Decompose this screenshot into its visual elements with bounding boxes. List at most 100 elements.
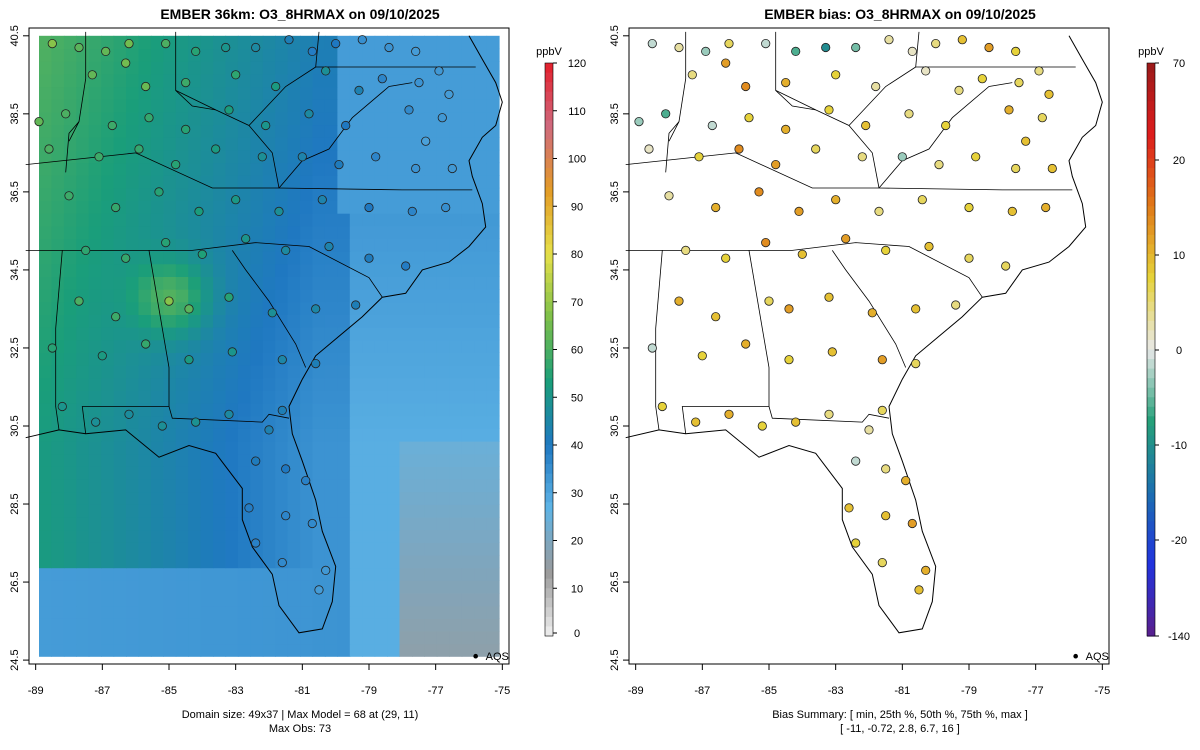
model-grid-cell: [262, 643, 276, 657]
model-grid-cell: [349, 99, 363, 113]
model-colorbar-segment: [545, 63, 553, 74]
model-grid-cell: [163, 529, 177, 543]
model-station-marker: [97, 351, 107, 361]
model-grid-cell: [461, 504, 475, 518]
model-grid-cell: [113, 618, 127, 632]
model-grid-cell: [337, 175, 351, 189]
model-grid-cell: [461, 99, 475, 113]
model-grid-cell: [88, 542, 102, 556]
model-grid-cell: [150, 149, 164, 164]
model-grid-cell: [150, 466, 164, 480]
model-grid-cell: [200, 403, 214, 417]
model-grid-cell: [225, 162, 239, 176]
model-grid-cell: [312, 314, 326, 328]
model-grid-cell: [486, 453, 500, 467]
model-grid-cell: [312, 466, 326, 480]
model-grid-cell: [362, 327, 376, 341]
model-grid-cell: [337, 466, 351, 480]
model-grid-cell: [324, 314, 338, 328]
model-grid-cell: [362, 314, 376, 328]
model-grid-cell: [300, 276, 314, 290]
model-grid-cell: [175, 213, 189, 227]
model-grid-cell: [250, 111, 264, 126]
model-grid-cell: [63, 225, 77, 239]
model-station-marker: [121, 58, 131, 68]
model-grid-cell: [300, 289, 314, 303]
model-grid-cell: [424, 428, 438, 442]
model-state-border: [315, 31, 476, 68]
model-grid-cell: [287, 263, 301, 277]
model-grid-cell: [474, 453, 488, 467]
model-grid-cell: [63, 200, 77, 214]
model-grid-cell: [113, 124, 127, 138]
model-grid-cell: [436, 643, 450, 657]
model-grid-cell: [262, 403, 276, 417]
model-grid-cell: [362, 441, 376, 455]
model-grid-cell: [337, 314, 351, 328]
model-grid-cell: [101, 200, 115, 214]
model-station-marker: [251, 42, 261, 53]
model-grid-cell: [324, 301, 338, 315]
model-grid-cell: [412, 542, 425, 556]
model-station-marker: [311, 358, 321, 369]
model-grid-cell: [399, 478, 413, 493]
model-colorbar-label: 30: [571, 488, 583, 500]
model-grid-cell: [213, 352, 227, 366]
bias-station-marker: [794, 206, 804, 216]
model-grid-cell: [51, 301, 65, 315]
model-grid-cell: [101, 175, 115, 189]
model-grid-cell: [200, 339, 214, 353]
model-grid-cell: [486, 86, 500, 100]
model-grid-cell: [76, 529, 90, 543]
model-grid-cell: [412, 453, 425, 467]
model-grid-cell: [374, 314, 388, 328]
model-grid-cell: [188, 516, 202, 531]
model-grid-cell: [63, 390, 77, 404]
model-grid-cell: [399, 491, 413, 505]
model-grid-cell: [101, 314, 115, 328]
model-grid-cell: [200, 516, 214, 531]
model-grid-cell: [138, 213, 152, 227]
model-grid-cell: [312, 491, 326, 505]
model-colorbar-segment: [545, 129, 553, 140]
bias-colorbar-segment: [1147, 492, 1155, 503]
model-grid-cell: [175, 630, 189, 645]
model-grid-cell: [39, 529, 52, 543]
model-grid-cell: [188, 213, 202, 227]
bias-station-marker: [964, 202, 974, 213]
model-grid-cell: [287, 314, 301, 328]
model-grid-cell: [287, 542, 301, 556]
model-grid-cell: [250, 403, 264, 417]
model-grid-cell: [200, 580, 214, 594]
model-grid-cell: [88, 124, 102, 138]
bias-station-marker: [824, 292, 834, 302]
bias-colorbar-label: 10: [1173, 250, 1185, 262]
model-grid-cell: [424, 618, 438, 632]
model-grid-cell: [237, 327, 251, 341]
model-grid-cell: [163, 365, 177, 379]
model-grid-cell: [39, 441, 52, 455]
model-grid-cell: [324, 491, 338, 505]
model-grid-cell: [474, 580, 488, 594]
model-grid-cell: [436, 377, 450, 391]
bias-colorbar-segment: [1147, 454, 1155, 465]
model-grid-cell: [101, 567, 115, 581]
model-grid-cell: [449, 554, 463, 569]
model-grid-cell: [113, 238, 127, 252]
model-grid-cell: [51, 225, 65, 239]
model-grid-cell: [449, 415, 463, 429]
model-grid-cell: [150, 618, 164, 632]
model-grid-cell: [39, 213, 52, 227]
model-grid-cell: [188, 618, 202, 632]
model-grid-cell: [188, 504, 202, 518]
model-grid-cell: [188, 289, 202, 303]
model-grid-cell: [113, 301, 127, 315]
model-grid-cell: [126, 225, 139, 239]
model-grid-cell: [287, 605, 301, 619]
model-grid-cell: [150, 263, 164, 277]
model-x-tick-label: -75: [494, 685, 510, 697]
model-grid-cell: [399, 643, 413, 657]
bias-station-marker: [741, 339, 751, 349]
model-grid-cell: [113, 441, 127, 455]
model-grid-cell: [412, 124, 425, 138]
